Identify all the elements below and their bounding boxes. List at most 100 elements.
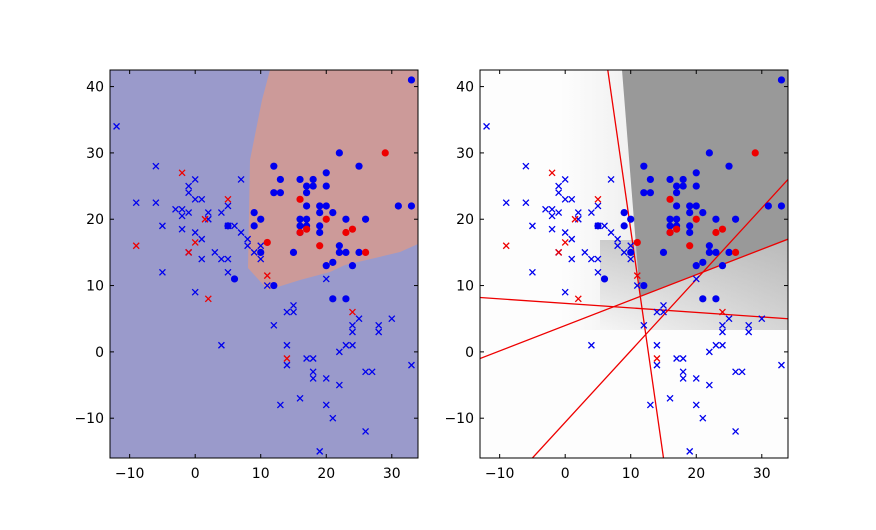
blue-cross-point (561, 175, 569, 183)
blue-cross-point (178, 205, 186, 213)
high-probability-region (622, 70, 788, 296)
blue-circle-point (659, 248, 668, 256)
blue-cross-point (349, 328, 356, 336)
separating-lines (480, 70, 788, 458)
blue-cross-point (679, 368, 687, 376)
red-cross-point (571, 215, 579, 223)
blue-cross-point (719, 341, 726, 349)
red-cross-point (633, 272, 641, 280)
separator-line (607, 70, 665, 458)
blue-circle-point (302, 189, 311, 197)
blue-circle-point (640, 189, 648, 197)
blue-cross-point (574, 209, 582, 217)
blue-cross-point (594, 202, 602, 210)
blue-circle-point (666, 215, 674, 223)
blue-circle-point (309, 182, 317, 190)
red-cross-point (132, 242, 140, 250)
x-tick-label: 30 (753, 466, 771, 482)
blue-cross-point (309, 374, 317, 382)
blue-circle-point (640, 162, 648, 170)
red-cross-point (178, 169, 186, 177)
blue-circle-point (342, 295, 350, 303)
blue-cross-point (158, 222, 166, 230)
blue-cross-point (548, 212, 556, 220)
blue-cross-point (296, 394, 304, 402)
blue-circle-point (296, 222, 304, 230)
blue-cross-point (555, 189, 563, 197)
blue-cross-point (542, 205, 549, 213)
x-tick-label: 20 (317, 466, 335, 482)
blue-cross-point (679, 355, 687, 362)
y-tick-label: 0 (95, 345, 104, 361)
x-tick-label: 0 (561, 466, 570, 482)
scatter-points (113, 76, 416, 455)
x-tick-label: 0 (191, 466, 200, 482)
x-tick-label: −10 (115, 466, 145, 482)
red-circle-point (342, 228, 350, 237)
blue-circle-point (394, 202, 402, 210)
blue-cross-point (528, 222, 536, 230)
blue-cross-point (158, 268, 166, 276)
blue-cross-point (335, 348, 343, 356)
blue-circle-point (620, 208, 628, 217)
blue-cross-point (290, 301, 297, 309)
separator-line (480, 296, 788, 320)
red-cross-point (191, 238, 199, 246)
blue-circle-point (705, 242, 713, 250)
gray-probability-plot: −10 0 10 20 30 −10 0 10 20 30 40 (444, 69, 789, 482)
blue-cross-point (290, 308, 297, 316)
red-cross-point (204, 295, 212, 303)
blue-cross-point (185, 182, 193, 190)
blue-cross-point (257, 242, 265, 250)
blue-circle-point (692, 262, 700, 270)
blue-cross-point (309, 355, 317, 362)
blue-circle-point (322, 169, 330, 177)
blue-circle-point (302, 182, 311, 190)
blue-cross-point (388, 315, 396, 323)
red-cross-point (594, 195, 602, 203)
blue-cross-point (732, 428, 740, 435)
blue-circle-point (348, 262, 357, 270)
blue-cross-point (568, 195, 576, 203)
y-tick-label: 30 (456, 146, 474, 162)
blue-cross-point (191, 195, 199, 203)
blue-cross-point (185, 209, 193, 217)
blue-cross-point (224, 268, 232, 276)
blue-cross-point (653, 308, 661, 316)
red-cross-point (224, 195, 232, 203)
red-circle-point (672, 225, 681, 233)
blue-cross-point (198, 195, 206, 203)
blue-circle-point (777, 76, 786, 84)
blue-cross-point (152, 199, 160, 207)
blue-cross-point (594, 255, 602, 263)
blue-circle-point (699, 295, 707, 303)
blue-cross-point (522, 199, 530, 207)
blue-cross-point (548, 205, 556, 213)
blue-circle-point (342, 248, 350, 256)
blue-cross-point (322, 374, 330, 382)
red-circle-point (263, 238, 271, 247)
blue-cross-point (719, 321, 726, 329)
blue-cross-point (725, 315, 733, 323)
red-circle-point (666, 195, 674, 203)
blue-cross-point (335, 381, 343, 389)
blue-cross-point (342, 341, 350, 349)
red-cross-point (502, 242, 510, 250)
blue-cross-point (316, 447, 324, 455)
blue-circle-point (672, 202, 681, 210)
blue-circle-point (712, 215, 720, 223)
blue-cross-point (355, 315, 363, 323)
blue-cross-point (113, 122, 121, 130)
blue-circle-point (692, 182, 700, 190)
blue-cross-point (660, 308, 667, 316)
blue-cross-point (283, 341, 291, 349)
blue-cross-point (692, 374, 700, 382)
y-tick-label: 40 (456, 80, 474, 96)
blue-cross-point (633, 282, 641, 290)
blue-circle-point (640, 281, 648, 290)
blue-circle-point (407, 202, 416, 210)
blue-cross-point (555, 209, 563, 217)
red-cross-point (548, 169, 556, 177)
positive-region (248, 70, 418, 290)
